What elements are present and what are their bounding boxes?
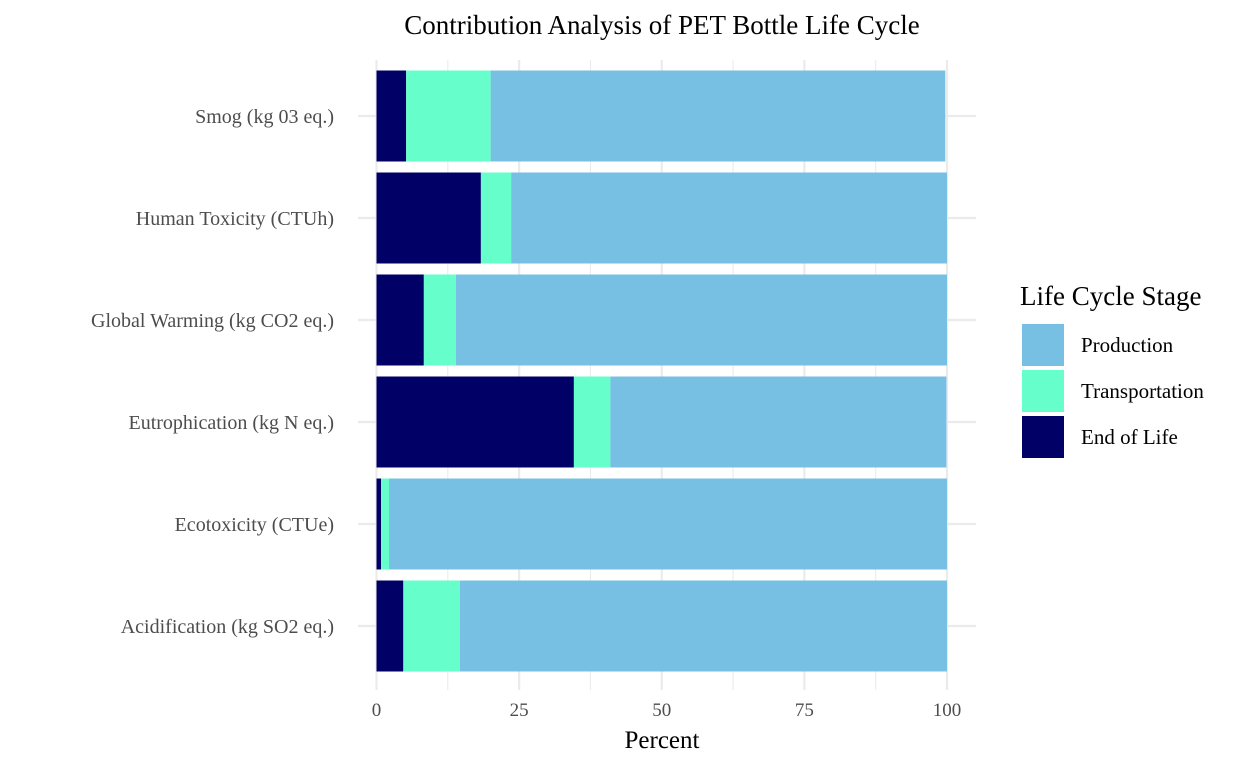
bars bbox=[376, 70, 947, 672]
bar-segment bbox=[389, 478, 947, 570]
legend-label: End of Life bbox=[1081, 425, 1178, 449]
x-axis-title: Percent bbox=[625, 727, 700, 754]
bar-segment bbox=[376, 580, 404, 672]
bar-segment bbox=[376, 478, 382, 570]
legend-label: Transportation bbox=[1081, 379, 1204, 403]
legend-label: Production bbox=[1081, 333, 1174, 357]
bar-segment bbox=[376, 172, 481, 264]
bar-segment bbox=[403, 580, 460, 672]
category-label: Acidification (kg SO2 eq.) bbox=[121, 616, 334, 638]
legend-title: Life Cycle Stage bbox=[1020, 281, 1201, 311]
category-labels: Smog (kg 03 eq.) Human Toxicity (CTUh) Glo… bbox=[91, 106, 334, 638]
bar-segment bbox=[610, 376, 947, 468]
category-label: Global Warming (kg CO2 eq.) bbox=[91, 310, 334, 332]
category-label: Smog (kg 03 eq.) bbox=[195, 106, 334, 128]
bar-segment bbox=[376, 274, 424, 366]
chart-title: Contribution Analysis of PET Bottle Life… bbox=[404, 10, 919, 40]
category-label: Ecotoxicity (CTUe) bbox=[175, 514, 334, 536]
bar-segment bbox=[381, 478, 390, 570]
bar-segment bbox=[406, 70, 491, 162]
legend-swatch bbox=[1022, 416, 1064, 458]
category-label: Human Toxicity (CTUh) bbox=[136, 208, 334, 230]
bar-segment bbox=[573, 376, 611, 468]
bar-segment bbox=[376, 70, 407, 162]
bar-segment bbox=[480, 172, 512, 264]
x-tick-label: 75 bbox=[795, 700, 814, 721]
bar-segment bbox=[376, 376, 574, 468]
bar-segment bbox=[490, 70, 946, 162]
bar-segment bbox=[455, 274, 947, 366]
x-tick-label: 25 bbox=[510, 700, 529, 721]
legend: Life Cycle Stage Production Transportatio… bbox=[1020, 281, 1204, 458]
legend-swatch bbox=[1022, 324, 1064, 366]
bar-segment bbox=[423, 274, 456, 366]
legend-swatch bbox=[1022, 370, 1064, 412]
x-tick-label: 50 bbox=[652, 700, 671, 721]
x-tick-label: 0 bbox=[372, 700, 382, 721]
bar-segment bbox=[511, 172, 947, 264]
x-tick-labels: 0 25 50 75 100 bbox=[372, 700, 962, 721]
bar-segment bbox=[459, 580, 947, 672]
legend-items: Production Transportation End of Life bbox=[1022, 324, 1204, 458]
x-tick-label: 100 bbox=[933, 700, 962, 721]
category-label: Eutrophication (kg N eq.) bbox=[129, 412, 335, 434]
